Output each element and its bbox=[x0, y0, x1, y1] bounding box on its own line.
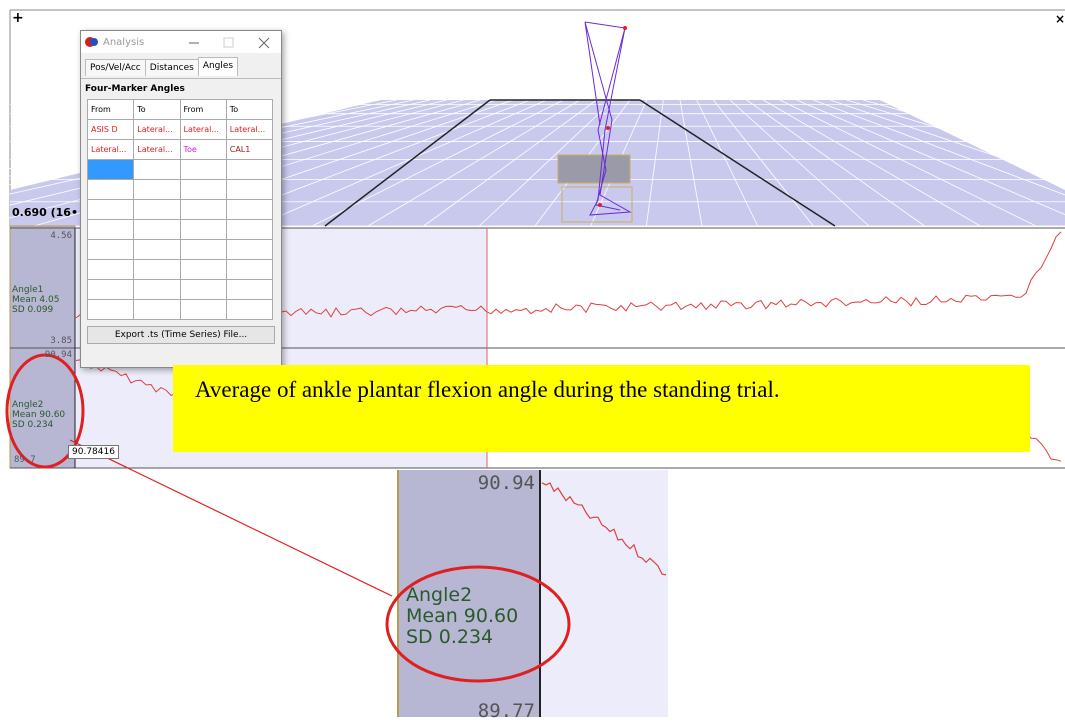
table-cell[interactable] bbox=[226, 260, 272, 280]
table-cell[interactable] bbox=[134, 220, 180, 240]
table-cell[interactable] bbox=[180, 280, 226, 300]
zoom-min: 89.77 bbox=[400, 700, 535, 722]
annotation: Average of ankle plantar flexion angle d… bbox=[173, 365, 1030, 452]
table-cell[interactable] bbox=[88, 200, 134, 220]
export-button[interactable]: Export .ts (Time Series) File... bbox=[87, 326, 275, 344]
table-row bbox=[88, 180, 273, 200]
tab[interactable]: Pos/Vel/Acc bbox=[85, 59, 146, 76]
plot-name: Angle1 bbox=[12, 285, 59, 295]
table-cell[interactable] bbox=[134, 180, 180, 200]
table-cell[interactable] bbox=[134, 160, 180, 180]
header-cell: From bbox=[180, 100, 226, 120]
header-cell: To bbox=[226, 100, 272, 120]
table-row bbox=[88, 200, 273, 220]
section-title: Four-Marker Angles bbox=[81, 79, 281, 99]
plot-max: 4.56 bbox=[10, 231, 72, 241]
table-row bbox=[88, 260, 273, 280]
table-cell[interactable] bbox=[180, 240, 226, 260]
table-cell[interactable]: Lateral... bbox=[88, 140, 134, 160]
zoom-max: 90.94 bbox=[400, 472, 535, 494]
tab[interactable]: Angles bbox=[198, 57, 238, 76]
plot-mean: Mean 90.60 bbox=[406, 606, 518, 627]
table-cell[interactable] bbox=[226, 180, 272, 200]
close-button[interactable]: × bbox=[1055, 12, 1065, 26]
table-cell[interactable] bbox=[88, 180, 134, 200]
table-cell[interactable]: Lateral... bbox=[180, 120, 226, 140]
table-row bbox=[88, 280, 273, 300]
table-cell[interactable] bbox=[88, 160, 134, 180]
table-cell[interactable] bbox=[180, 260, 226, 280]
table-cell[interactable] bbox=[226, 200, 272, 220]
header-cell: From bbox=[88, 100, 134, 120]
title-bar: Analysis bbox=[81, 31, 281, 53]
table-cell[interactable] bbox=[180, 300, 226, 320]
add-button[interactable]: + bbox=[12, 10, 24, 26]
table-cell[interactable]: CAL1 bbox=[226, 140, 272, 160]
table-cell[interactable] bbox=[88, 240, 134, 260]
table-cell[interactable] bbox=[226, 240, 272, 260]
table-cell[interactable]: Lateral... bbox=[134, 140, 180, 160]
table-cell[interactable] bbox=[180, 200, 226, 220]
table-cell[interactable] bbox=[226, 220, 272, 240]
table-cell[interactable] bbox=[180, 180, 226, 200]
tab[interactable]: Distances bbox=[145, 59, 199, 76]
header-cell: To bbox=[134, 100, 180, 120]
table-row bbox=[88, 240, 273, 260]
plot-sd: SD 0.099 bbox=[12, 305, 59, 315]
table-cell[interactable] bbox=[226, 160, 272, 180]
frame-label: 0.690 (16• bbox=[12, 206, 78, 219]
table-cell[interactable] bbox=[134, 280, 180, 300]
table-cell[interactable] bbox=[226, 280, 272, 300]
plot-name: Angle2 bbox=[12, 400, 65, 410]
plot-min: 89.7 bbox=[14, 455, 36, 465]
app-icon bbox=[85, 36, 99, 48]
tooltip: 90.78416 bbox=[68, 445, 119, 459]
table-cell[interactable] bbox=[134, 260, 180, 280]
page: {"viewport":{"plus":"+","close":"×","fra… bbox=[0, 0, 1065, 717]
plot-sd: SD 0.234 bbox=[12, 420, 65, 430]
table-cell[interactable] bbox=[88, 280, 134, 300]
plot-name: Angle2 bbox=[406, 585, 518, 606]
table-cell[interactable]: Lateral... bbox=[134, 120, 180, 140]
table-cell[interactable] bbox=[134, 200, 180, 220]
table-cell[interactable] bbox=[134, 300, 180, 320]
table-cell[interactable] bbox=[134, 240, 180, 260]
table-cell[interactable]: Lateral... bbox=[226, 120, 272, 140]
table-cell[interactable] bbox=[180, 160, 226, 180]
window-title: Analysis bbox=[103, 37, 144, 48]
table-row bbox=[88, 220, 273, 240]
plot-sd: SD 0.234 bbox=[406, 627, 518, 648]
table-cell[interactable]: Toe bbox=[180, 140, 226, 160]
window-controls[interactable] bbox=[183, 37, 273, 49]
table-cell[interactable] bbox=[88, 220, 134, 240]
plot-mean: Mean 4.05 bbox=[12, 295, 59, 305]
plot-min: 3.85 bbox=[10, 336, 72, 346]
table-row bbox=[88, 160, 273, 180]
table-cell[interactable] bbox=[88, 300, 134, 320]
plot-mean: Mean 90.60 bbox=[12, 410, 65, 420]
table-cell[interactable] bbox=[180, 220, 226, 240]
table-cell[interactable]: ASIS D bbox=[88, 120, 134, 140]
plot-max: 90.94 bbox=[10, 350, 72, 360]
table-cell[interactable] bbox=[226, 300, 272, 320]
table-row bbox=[88, 300, 273, 320]
table-cell[interactable] bbox=[88, 260, 134, 280]
